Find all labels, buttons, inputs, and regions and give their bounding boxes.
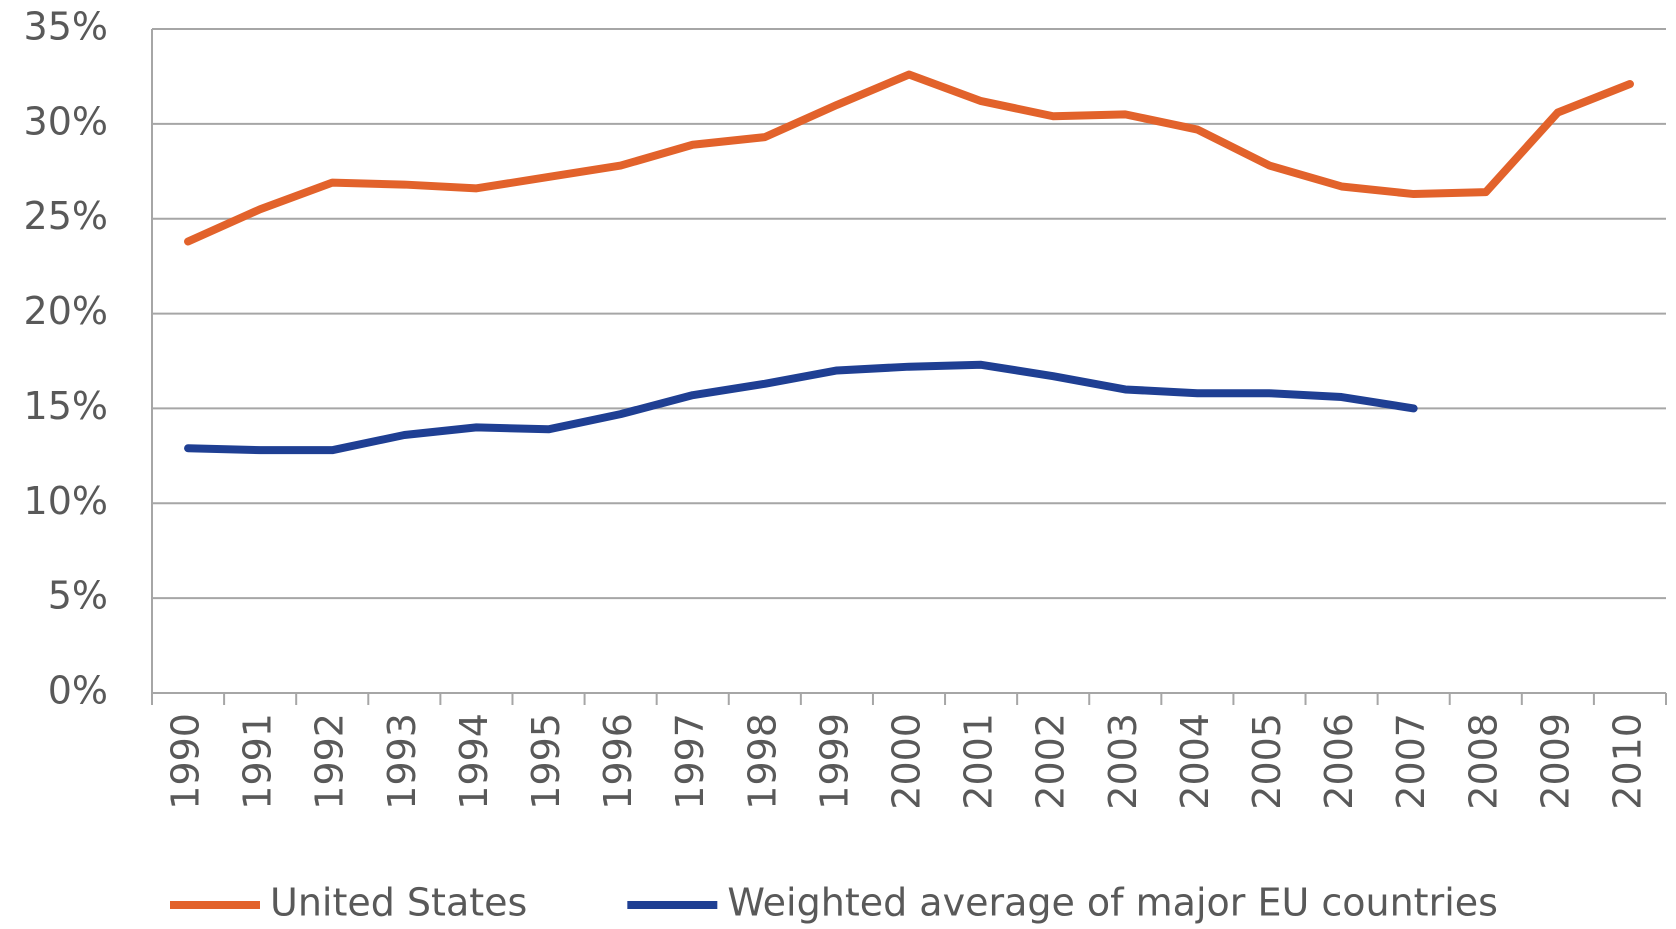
line-series [184, 70, 1634, 246]
x-tick-label: 2007 [1389, 713, 1433, 810]
x-tick-label: 1991 [236, 713, 280, 810]
x-tick-label: 2003 [1101, 713, 1145, 810]
x-tick-label: 2006 [1317, 713, 1361, 810]
legend-label: Weighted average of major EU countries [727, 881, 1498, 925]
x-tick-label: 2008 [1461, 713, 1505, 810]
x-tick-label: 1990 [164, 713, 208, 810]
y-tick-label: 20% [24, 289, 108, 333]
x-tick-label: 2010 [1605, 713, 1649, 810]
y-tick-label: 5% [48, 574, 108, 618]
legend-label: United States [270, 881, 527, 925]
x-tick-label: 2001 [957, 713, 1001, 810]
x-tick-label: 2004 [1173, 713, 1217, 810]
x-tick-label: 1993 [380, 713, 424, 810]
x-tick-label: 1995 [524, 713, 568, 810]
x-tick-label: 1996 [596, 713, 640, 810]
y-tick-label: 30% [24, 99, 108, 143]
y-tick-label: 0% [48, 669, 108, 713]
y-tick-label: 15% [24, 384, 108, 428]
x-tick-label: 2000 [885, 713, 929, 810]
x-tick-label: 2005 [1245, 713, 1289, 810]
x-tick-label: 1992 [308, 713, 352, 810]
line-series [184, 360, 1418, 455]
y-tick-label: 10% [24, 479, 108, 523]
x-tick-label: 1997 [668, 713, 712, 810]
y-tick-label: 25% [24, 194, 108, 238]
x-tick-label: 1998 [740, 713, 784, 810]
x-tick-label: 2002 [1029, 713, 1073, 810]
x-tick-label: 2009 [1533, 713, 1577, 810]
x-tick-label: 1994 [452, 713, 496, 810]
x-tick-label: 1999 [812, 713, 856, 810]
y-tick-label: 35% [24, 5, 108, 49]
